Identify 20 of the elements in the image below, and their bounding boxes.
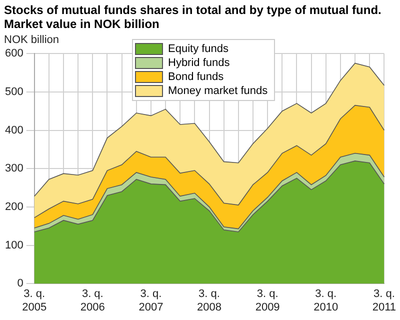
y-tick-label: 400 bbox=[4, 124, 24, 136]
y-tick-label: 0 bbox=[17, 278, 24, 290]
y-tick-label: 600 bbox=[4, 48, 24, 60]
legend-label: Money market funds bbox=[168, 85, 268, 97]
y-tick-label: 500 bbox=[4, 86, 24, 98]
x-tick-label: 3. q. 2007 bbox=[138, 288, 164, 314]
legend-label: Hybrid funds bbox=[168, 57, 230, 69]
chart-title: Stocks of mutual funds shares in total and by type of mutual fund. Market value in NOK billion bbox=[4, 3, 382, 31]
y-tick-label: 300 bbox=[4, 162, 24, 175]
x-tick-label: 3. q. 2008 bbox=[197, 288, 222, 314]
x-tick-label: 3. q. 2010 bbox=[314, 288, 338, 314]
legend-label: Bond funds bbox=[168, 71, 224, 83]
x-tick-label: 3. q. 2011 bbox=[372, 288, 396, 314]
x-tick-label: 3. q. 2005 bbox=[22, 288, 47, 314]
x-tick-label: 3. q. 2006 bbox=[80, 288, 105, 314]
y-tick-label: 200 bbox=[4, 200, 24, 213]
y-axis-title: NOK billion bbox=[4, 34, 60, 46]
legend-label: Equity funds bbox=[168, 43, 229, 55]
y-tick-label: 100 bbox=[4, 239, 24, 252]
x-tick-label: 3. q. 2009 bbox=[255, 288, 280, 314]
